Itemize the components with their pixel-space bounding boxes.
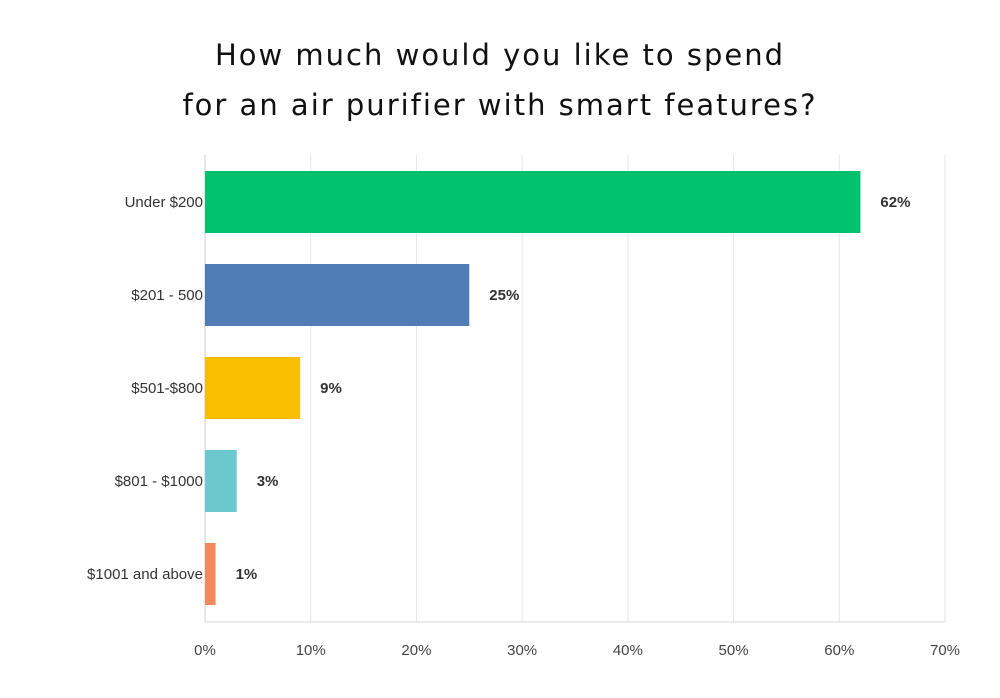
x-tick-label: 60%: [824, 642, 854, 659]
category-label: $1001 and above: [87, 566, 203, 583]
x-tick-label: 30%: [507, 642, 537, 659]
x-tick-label: 40%: [613, 642, 643, 659]
bar-3: [205, 450, 237, 512]
value-label: 3%: [257, 473, 279, 490]
bar-2: [205, 357, 301, 419]
value-labels: 62% 25% 9% 3% 1%: [236, 194, 911, 583]
x-tick-label: 20%: [401, 642, 431, 659]
chart-title-line-1: How much would you like to spend: [214, 38, 786, 72]
x-tick-label: 10%: [296, 642, 326, 659]
bar-4: [205, 543, 216, 605]
chart-title-line-2: for an air purifier with smart features?: [182, 88, 818, 122]
category-label: Under $200: [125, 194, 203, 211]
value-label: 9%: [320, 380, 342, 397]
chart-title: How much would you like to spend for an …: [0, 30, 1000, 130]
x-tick-label: 70%: [930, 642, 960, 659]
category-label: $201 - 500: [131, 287, 203, 304]
x-tick-label: 0%: [194, 642, 216, 659]
x-axis-tick-labels: 0% 10% 20% 30% 40% 50% 60% 70%: [194, 642, 960, 659]
bars: [205, 171, 861, 605]
value-label: 25%: [489, 287, 519, 304]
category-label: $801 - $1000: [115, 473, 203, 490]
category-labels: Under $200 $201 - 500 $501-$800 $801 - $100…: [87, 194, 203, 583]
x-tick-label: 50%: [719, 642, 749, 659]
value-label: 1%: [236, 566, 258, 583]
bar-1: [205, 264, 470, 326]
value-label: 62%: [880, 194, 910, 211]
category-label: $501-$800: [131, 380, 203, 397]
bar-0: [205, 171, 861, 233]
